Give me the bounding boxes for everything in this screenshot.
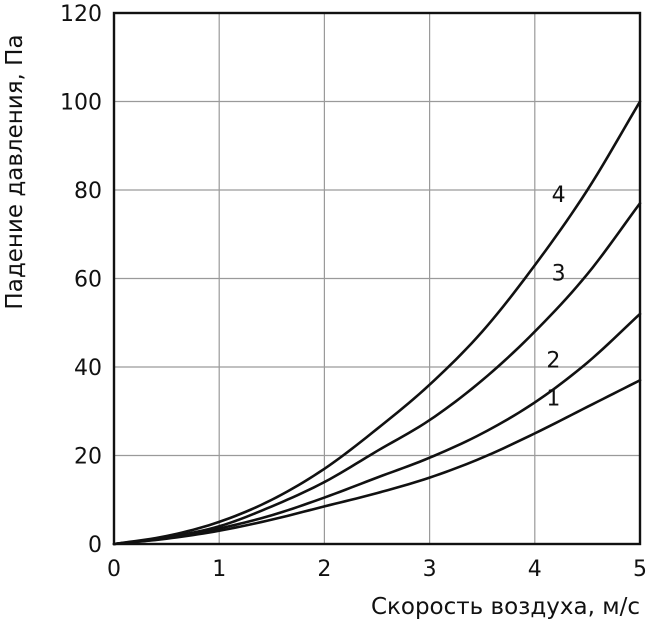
curves bbox=[112, 100, 642, 546]
x-tick-label-4: 4 bbox=[528, 557, 542, 582]
series-line-3 bbox=[112, 201, 642, 546]
x-tick-label-5: 5 bbox=[633, 557, 647, 582]
x-axis-label: Скорость воздуха, м/с bbox=[371, 594, 640, 620]
y-axis-label: Падение давления, Па bbox=[2, 34, 28, 309]
x-tick-label-3: 3 bbox=[423, 557, 437, 582]
series-line-4 bbox=[112, 100, 642, 546]
plot-frame bbox=[112, 11, 642, 546]
series-label-3: 3 bbox=[552, 262, 566, 287]
series-line-2 bbox=[112, 312, 642, 546]
y-tick-label-40: 40 bbox=[74, 356, 102, 381]
series-labels: 1 2 3 4 bbox=[546, 183, 565, 412]
y-tick-label-20: 20 bbox=[74, 445, 102, 470]
x-tick-label-1: 1 bbox=[212, 557, 226, 582]
series-label-4: 4 bbox=[552, 183, 566, 208]
series-label-1: 1 bbox=[546, 387, 560, 412]
x-tick-labels: 0 1 2 3 4 5 bbox=[107, 557, 647, 582]
y-tick-label-80: 80 bbox=[74, 179, 102, 204]
x-tick-label-0: 0 bbox=[107, 557, 121, 582]
y-tick-label-60: 60 bbox=[74, 268, 102, 293]
y-tick-label-100: 100 bbox=[60, 91, 102, 116]
grid bbox=[114, 13, 640, 544]
series-label-2: 2 bbox=[546, 349, 560, 374]
y-tick-labels: 0 20 40 60 80 100 120 bbox=[60, 2, 102, 558]
y-tick-label-120: 120 bbox=[60, 2, 102, 27]
y-tick-label-0: 0 bbox=[88, 533, 102, 558]
x-tick-label-2: 2 bbox=[317, 557, 331, 582]
series-line-1 bbox=[112, 378, 642, 546]
